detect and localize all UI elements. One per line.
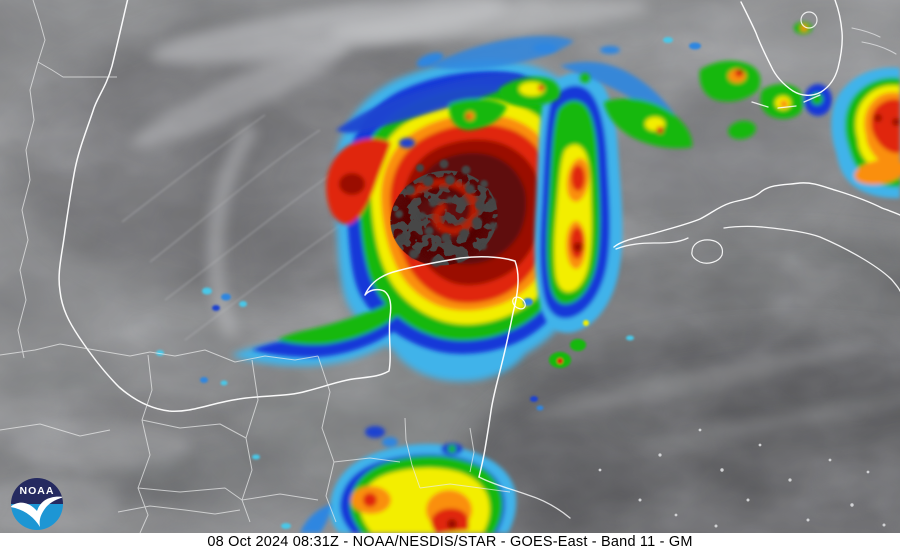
cirrus-wisp (523, 341, 877, 419)
ne-mass-darkdot1 (874, 114, 882, 122)
ne-mass-red (871, 99, 900, 154)
bs-left-tail (300, 504, 332, 533)
bahamas-lines (851, 27, 897, 55)
cirrus-wisp (632, 391, 900, 449)
eband-darkred-dot (573, 242, 583, 252)
noaa-logo: NOAA (11, 478, 63, 530)
logo-text: NOAA (20, 485, 55, 497)
ne-cell-orange5 (800, 24, 808, 32)
ne-mass-darkdot2 (892, 118, 900, 126)
coast-florida (740, 0, 843, 96)
nband-blue-bit (600, 46, 620, 54)
tm-yellow (519, 82, 545, 96)
eye-region (390, 159, 498, 267)
cirrus-wisp (330, 0, 650, 42)
coast-cuba-north (613, 182, 900, 248)
tm-blue-streak (430, 36, 574, 70)
speckle-swirl (395, 159, 497, 267)
ne-cell-green1 (699, 60, 761, 102)
florida-keys (751, 94, 821, 109)
scattered-specks (156, 37, 701, 529)
nband-green-mid (448, 98, 507, 131)
storm-bottom (300, 426, 517, 533)
ne-cell-darkred1 (739, 70, 743, 74)
hurricane-milton (232, 36, 693, 382)
ne-cell-green2 (728, 120, 756, 140)
ne-mass-orange-tail (854, 159, 900, 185)
band-green-arm (277, 300, 404, 345)
eband-red-upper (571, 165, 585, 191)
logo-seagull-icon (11, 496, 63, 527)
convective-cells-northeast (699, 22, 900, 199)
state-borders (0, 0, 511, 533)
tm-red-dot (537, 84, 545, 92)
isla-juventud-outline (691, 239, 724, 264)
lake-okeechobee-outline (800, 11, 818, 29)
cumulus-specks (598, 428, 886, 528)
bs-blue-speck2 (382, 437, 398, 447)
coastline-overlay (58, 0, 900, 519)
bs-darkred (447, 519, 457, 529)
darkred-nw-spot (339, 173, 365, 195)
bs-blue-speck1 (365, 426, 385, 438)
nband-blue-bit (399, 138, 415, 148)
nband-red-dot2 (465, 114, 471, 120)
coast-mexico-yucatan (58, 0, 519, 478)
coast-honduras (478, 476, 571, 519)
bs-green-speck (448, 445, 456, 453)
caption-bar: 08 Oct 2024 08:31Z - NOAA/NESDIS/STAR - … (0, 533, 900, 551)
caption-text: 08 Oct 2024 08:31Z - NOAA/NESDIS/STAR - … (207, 534, 693, 550)
ne-cell-orange3 (780, 100, 788, 108)
tm-green-dot (580, 73, 590, 83)
cozumel-outline (512, 296, 526, 310)
rainband-east (534, 71, 623, 333)
cell-top-middle (430, 36, 590, 106)
bs-red1 (363, 493, 377, 507)
nband-red-dot (656, 126, 664, 134)
satellite-map (0, 0, 900, 533)
cirrus-wisp (130, 41, 350, 149)
nband-blue-1 (336, 73, 524, 133)
coast-cuba-south (615, 225, 900, 292)
nband-blue-bit (416, 52, 444, 68)
ne-cell-green4 (811, 93, 823, 105)
